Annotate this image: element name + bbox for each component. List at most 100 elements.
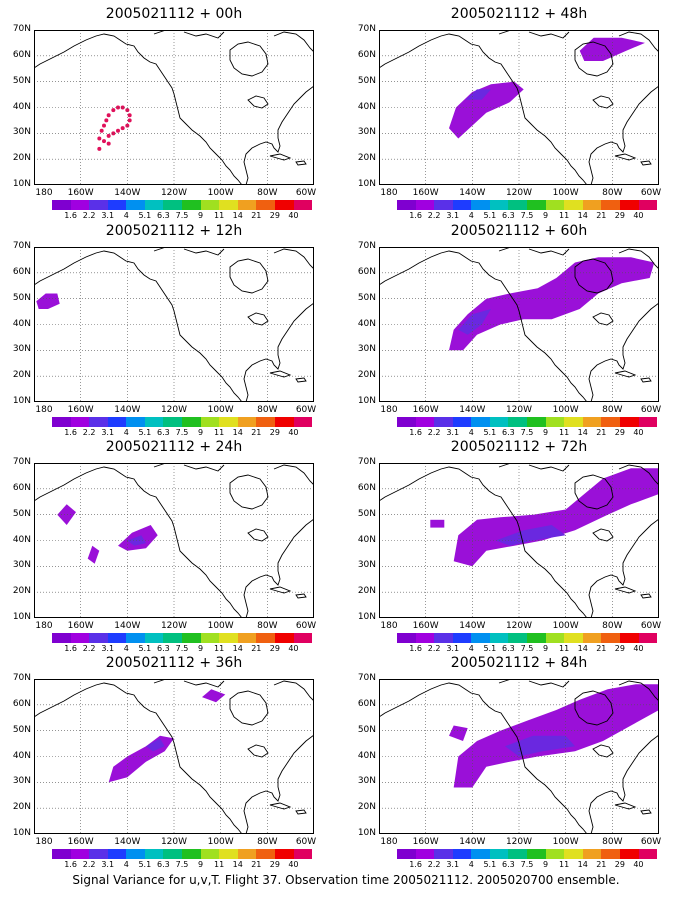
longitude-label: 60W <box>295 405 317 415</box>
colorbar-label: 9 <box>198 211 204 220</box>
colorbar-swatch <box>545 633 565 643</box>
panel-title: 2005021112 + 72h <box>450 439 588 455</box>
colorbar-swatch <box>582 417 602 427</box>
colorbar-swatch <box>415 417 435 427</box>
colorbar-swatch <box>471 849 490 859</box>
coastline <box>574 258 614 294</box>
colorbar-swatch <box>564 417 583 427</box>
colorbar-swatch <box>545 849 565 859</box>
colorbar-label: 3.1 <box>446 428 460 437</box>
colorbar-label: 14 <box>577 644 588 653</box>
colorbar-label: 14 <box>232 211 243 220</box>
colorbar <box>52 849 313 859</box>
latitude-label: 20N <box>12 153 31 164</box>
colorbar-swatch <box>89 200 108 210</box>
coastline <box>640 377 652 383</box>
variance-map <box>34 30 314 185</box>
signal-region <box>579 37 645 61</box>
longitude-label: 140W <box>459 188 486 198</box>
colorbar-swatch <box>126 200 145 210</box>
coastline <box>247 744 269 758</box>
colorbar-label: 40 <box>288 211 299 220</box>
colorbar-swatch <box>434 849 453 859</box>
colorbar-swatch <box>52 633 71 643</box>
colorbar-label: 29 <box>269 428 280 437</box>
colorbar-label: 5.1 <box>138 860 152 869</box>
colorbar-label: 4 <box>468 211 474 220</box>
colorbar-label: 9 <box>543 644 549 653</box>
colorbar-label: 14 <box>577 428 588 437</box>
colorbar-swatch <box>434 633 453 643</box>
colorbar-swatch <box>619 417 639 427</box>
longitude-label: 180 <box>35 405 53 415</box>
colorbar-swatch <box>582 849 602 859</box>
coastline <box>498 463 570 472</box>
colorbar-label: 11 <box>214 211 225 220</box>
longitude-label: 120W <box>160 188 188 198</box>
longitude-label: 140W <box>114 621 141 631</box>
colorbar-swatch <box>144 417 164 427</box>
longitude-label: 60W <box>640 188 662 198</box>
colorbar-swatch <box>52 849 71 859</box>
colorbar-label: 3.1 <box>101 644 115 653</box>
colorbar-swatch <box>527 200 546 210</box>
coastline <box>34 682 243 834</box>
colorbar-label: 1.6 <box>409 860 422 869</box>
panel-title: 2005021112 + 48h <box>450 6 588 22</box>
longitude-label: 180 <box>380 188 398 198</box>
colorbar-swatch <box>89 849 108 859</box>
colorbar-label: 9 <box>543 860 549 869</box>
colorbar-swatch <box>144 633 164 643</box>
latitude-label: 60N <box>12 266 31 277</box>
colorbar-label: 5.1 <box>483 211 497 220</box>
latitude-label: 50N <box>357 724 376 735</box>
colorbar-swatch <box>126 849 145 859</box>
colorbar-swatch <box>564 200 583 210</box>
coastline <box>498 679 570 688</box>
latitude-label: 40N <box>12 318 31 329</box>
latitude-label: 70N <box>357 241 376 251</box>
longitude-label: 60W <box>295 188 317 198</box>
colorbar-swatch <box>434 200 453 210</box>
colorbar-label: 9 <box>198 428 204 437</box>
colorbar-label: 40 <box>633 428 644 437</box>
longitude-label: 120W <box>505 405 533 415</box>
latitude-label: 20N <box>357 153 376 164</box>
colorbar-label: 9 <box>543 211 549 220</box>
map-frame <box>34 463 314 618</box>
panel-title: 2005021112 + 24h <box>105 439 243 455</box>
colorbar-label: 29 <box>614 644 625 653</box>
colorbar-swatch <box>274 200 294 210</box>
longitude-label: 140W <box>459 405 486 415</box>
coastline <box>588 85 659 185</box>
coastline <box>295 377 307 383</box>
signal-region <box>458 309 491 335</box>
longitude-label: 180 <box>35 621 53 631</box>
colorbar-label: 7.5 <box>175 860 189 869</box>
colorbar-label: 7.5 <box>175 211 189 220</box>
colorbar-swatch <box>256 849 275 859</box>
coastline <box>273 464 314 486</box>
colorbar-label: 1.6 <box>64 644 77 653</box>
coastline <box>592 528 614 542</box>
colorbar-swatch <box>619 633 639 643</box>
colorbar-swatch <box>219 200 238 210</box>
coastline <box>243 734 314 834</box>
colorbar-swatch <box>219 417 238 427</box>
colorbar-swatch <box>489 849 509 859</box>
colorbar-swatch <box>107 633 127 643</box>
colorbar-swatch <box>274 849 294 859</box>
colorbar-swatch <box>527 633 546 643</box>
latitude-label: 50N <box>357 75 376 86</box>
colorbar-label: 7.5 <box>175 428 189 437</box>
observation-point <box>120 126 125 131</box>
colorbar-swatch <box>452 417 472 427</box>
colorbar-swatch <box>564 633 583 643</box>
longitude-label: 60W <box>640 621 662 631</box>
longitude-label: 100W <box>207 188 234 198</box>
longitude-label: 60W <box>640 405 662 415</box>
colorbar-label: 4 <box>468 428 474 437</box>
coastline <box>618 31 659 53</box>
longitude-label: 80W <box>257 621 278 631</box>
colorbar-swatch <box>144 849 164 859</box>
